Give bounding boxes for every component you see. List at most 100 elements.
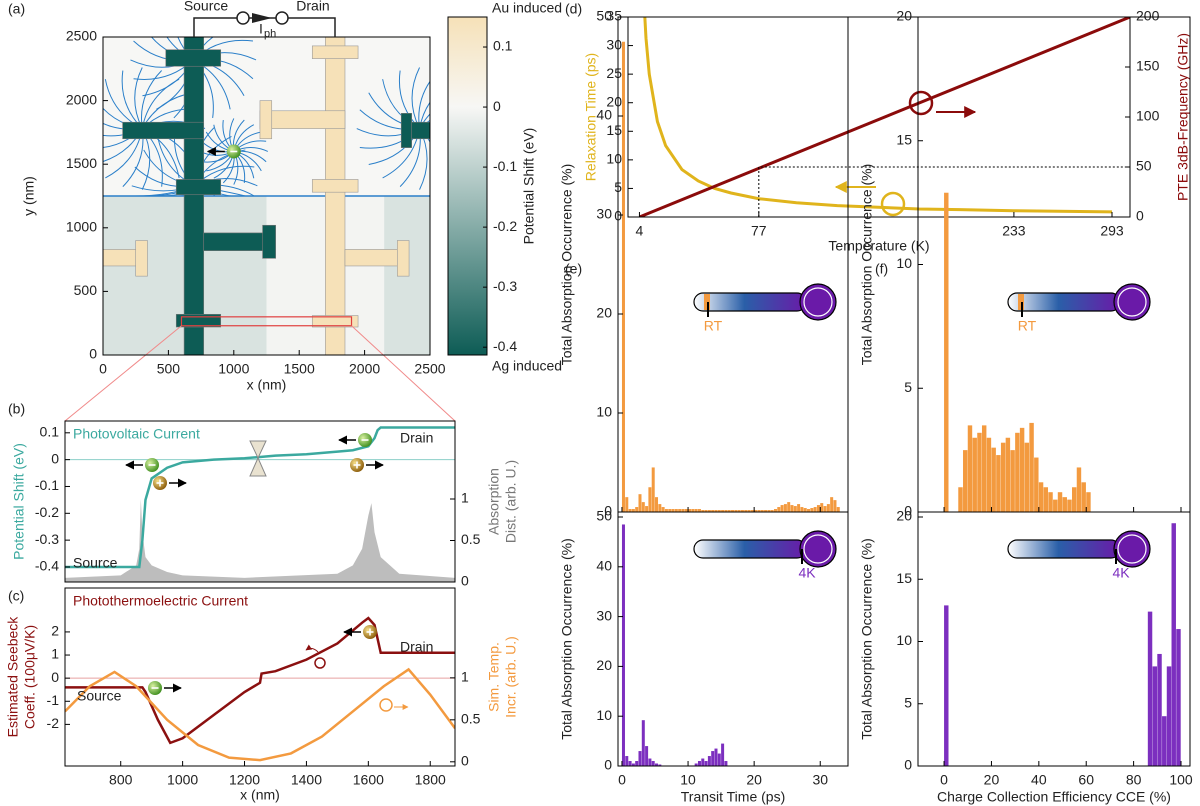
histogram-bar bbox=[711, 751, 715, 766]
histogram-bar bbox=[986, 437, 992, 512]
histogram-bar bbox=[1162, 716, 1167, 766]
histogram-bar bbox=[1171, 523, 1176, 766]
tick-label: 1600 bbox=[353, 772, 384, 788]
tick-label: 2500 bbox=[414, 361, 445, 377]
histogram-bar bbox=[664, 509, 668, 512]
dirac-cone bbox=[249, 440, 267, 477]
x-axis-label: x (nm) bbox=[240, 787, 280, 803]
histogram-bar bbox=[704, 510, 708, 512]
thermometer-ring bbox=[1117, 287, 1147, 317]
plot-frame bbox=[917, 16, 1191, 513]
drain-label: Drain bbox=[400, 430, 433, 446]
histogram-bar bbox=[757, 510, 761, 512]
histogram-bar bbox=[721, 510, 725, 512]
y-axis-label: Potential Shift (eV) bbox=[11, 443, 27, 560]
tick-label: 20 bbox=[596, 657, 612, 673]
histogram-bar bbox=[621, 41, 625, 512]
tick-label: 2 bbox=[51, 623, 59, 639]
panel-label: (c) bbox=[8, 588, 24, 604]
tick-label: 50 bbox=[596, 508, 612, 524]
plot-frame bbox=[64, 587, 456, 767]
line bbox=[643, 17, 1113, 214]
x-axis-label: Charge Collection Efficiency CCE (%) bbox=[937, 789, 1171, 805]
histogram-bar bbox=[655, 763, 659, 766]
tick-label: 80 bbox=[1126, 772, 1142, 788]
tick-label: 20 bbox=[896, 8, 912, 24]
tick-label: 0 bbox=[51, 669, 59, 685]
tick-label: 0 bbox=[604, 757, 612, 773]
colorbar-tick-label: -0.1 bbox=[493, 158, 517, 174]
tick-label: 0 bbox=[461, 573, 469, 589]
tick-label: -1 bbox=[47, 692, 60, 708]
histogram-bar bbox=[694, 763, 698, 766]
histogram-bar bbox=[678, 509, 682, 512]
histogram-bar bbox=[717, 753, 721, 766]
current-arrow bbox=[252, 13, 272, 23]
tick-label: 10 bbox=[896, 255, 912, 271]
histogram-bar bbox=[734, 510, 738, 512]
histogram-bar bbox=[711, 510, 715, 512]
tick-label: 15 bbox=[606, 122, 622, 138]
histogram-bar bbox=[724, 510, 728, 512]
current-subscript: ph bbox=[264, 28, 276, 40]
histogram-bar bbox=[1038, 482, 1044, 512]
plot-frame bbox=[917, 511, 1191, 767]
thermometer-label: 4K bbox=[1112, 565, 1130, 581]
tick-label: 1000 bbox=[66, 219, 97, 235]
thermometer-ring bbox=[803, 534, 833, 564]
tick-label: 0 bbox=[904, 757, 912, 773]
histogram-bar bbox=[681, 509, 685, 512]
tick-label: 20 bbox=[746, 772, 762, 788]
contact bbox=[236, 11, 250, 25]
tick-label: 1800 bbox=[415, 772, 446, 788]
y-axis-label: Total Absorption Occurrence (%) bbox=[559, 164, 575, 366]
histogram-bar bbox=[1067, 499, 1072, 512]
tick-label: 5 bbox=[904, 694, 912, 710]
histogram-bar bbox=[694, 509, 698, 512]
histogram-bar bbox=[810, 508, 814, 512]
plot-frame bbox=[617, 511, 849, 767]
histogram-bar bbox=[671, 509, 675, 512]
y-axis-label: Total Absorption Occurrence (%) bbox=[859, 164, 875, 366]
histogram-bar bbox=[645, 506, 649, 512]
histogram-bar bbox=[668, 509, 672, 512]
tick-label: 40 bbox=[596, 558, 612, 574]
histogram-bar bbox=[944, 192, 949, 512]
histogram-bar bbox=[701, 510, 705, 512]
tick-label: 15 bbox=[896, 131, 912, 147]
tick-label: 10 bbox=[596, 404, 612, 420]
source-electrode bbox=[175, 313, 222, 328]
y-axis-label: Coeff. (100μV/K) bbox=[22, 625, 38, 729]
histogram-bar bbox=[773, 509, 777, 512]
drain-electrode bbox=[311, 179, 359, 193]
plot-frame bbox=[102, 36, 431, 356]
histogram-bar bbox=[754, 510, 758, 512]
histogram-bar bbox=[1043, 487, 1049, 512]
tick-label: 1 bbox=[461, 669, 469, 685]
histogram-bar bbox=[625, 497, 629, 512]
histogram-bar bbox=[1166, 666, 1172, 766]
thermometer-ring bbox=[1117, 534, 1147, 564]
histogram-bar bbox=[638, 494, 642, 512]
tick-label: 30 bbox=[596, 206, 612, 222]
zoom-region bbox=[180, 316, 353, 327]
histogram-bar bbox=[996, 455, 1001, 512]
tick-label: 15 bbox=[896, 570, 912, 586]
tick-label: 0 bbox=[604, 503, 612, 519]
tick-label: -0.1 bbox=[35, 477, 59, 493]
thermometer-bulb bbox=[1113, 283, 1151, 321]
x-axis-label: Transit Time (ps) bbox=[681, 789, 786, 805]
tick-label: 10 bbox=[606, 151, 622, 167]
panel-label: (d) bbox=[565, 1, 582, 17]
tick-label: 1 bbox=[461, 490, 469, 506]
x-axis-label: Temperature (K) bbox=[828, 238, 929, 254]
y2-axis-label: Dist. (arb. U.) bbox=[503, 460, 519, 543]
tick-label: 0 bbox=[51, 450, 59, 466]
histogram-bar bbox=[1024, 442, 1030, 512]
y-axis-label: Relaxation Time (ps) bbox=[583, 53, 599, 181]
colorbar-tick-label: 0.1 bbox=[493, 38, 513, 54]
plot-frame bbox=[64, 420, 456, 583]
histogram-bar bbox=[764, 510, 768, 512]
tick-label: 0.5 bbox=[461, 531, 481, 547]
